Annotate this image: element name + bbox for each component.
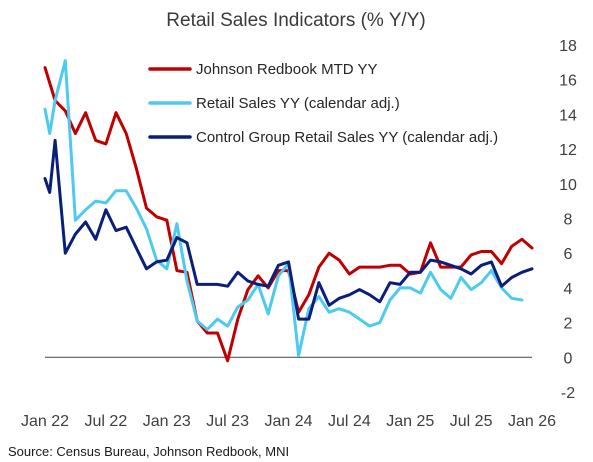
x-tick-label: Jan 24: [264, 413, 312, 430]
legend-label: Retail Sales YY (calendar adj.): [196, 95, 400, 112]
source-note: Source: Census Bureau, Johnson Redbook, …: [8, 444, 289, 459]
x-tick-label: Jan 23: [143, 413, 191, 430]
x-tick-label: Jan 25: [386, 413, 434, 430]
y-tick-label: 16: [559, 73, 577, 90]
chart-title: Retail Sales Indicators (% Y/Y): [166, 10, 425, 31]
x-tick-label: Jan 22: [21, 413, 69, 430]
x-tick-label: Jul 25: [450, 413, 493, 430]
x-tick-label: Jul 23: [206, 413, 249, 430]
y-tick-label: 6: [564, 246, 573, 263]
legend: Johnson Redbook MTD YY Retail Sales YY (c…: [148, 61, 498, 146]
x-axis: Jan 22 Jul 22 Jan 23 Jul 23 Jan 24 Jul 24 Jan …: [21, 413, 556, 430]
y-tick-label: 8: [564, 212, 573, 229]
series-layer: [43, 59, 534, 363]
y-tick-label: 10: [559, 177, 577, 194]
y-axis: -2 0 2 4 6 8 10 12 14 16 18: [559, 38, 577, 402]
y-tick-label: -2: [561, 385, 575, 402]
y-tick-label: 12: [559, 142, 577, 159]
x-tick-label: Jul 22: [85, 413, 128, 430]
legend-label: Control Group Retail Sales YY (calendar …: [196, 129, 498, 146]
series-line: [43, 59, 524, 358]
series-line: [43, 138, 534, 321]
x-tick-label: Jan 26: [508, 413, 556, 430]
y-tick-label: 4: [564, 281, 573, 298]
x-tick-label: Jul 24: [328, 413, 371, 430]
legend-label: Johnson Redbook MTD YY: [196, 61, 378, 78]
y-tick-label: 18: [559, 38, 577, 55]
y-tick-label: 0: [564, 350, 573, 367]
y-tick-label: 2: [564, 316, 573, 333]
y-tick-label: 14: [559, 107, 577, 124]
